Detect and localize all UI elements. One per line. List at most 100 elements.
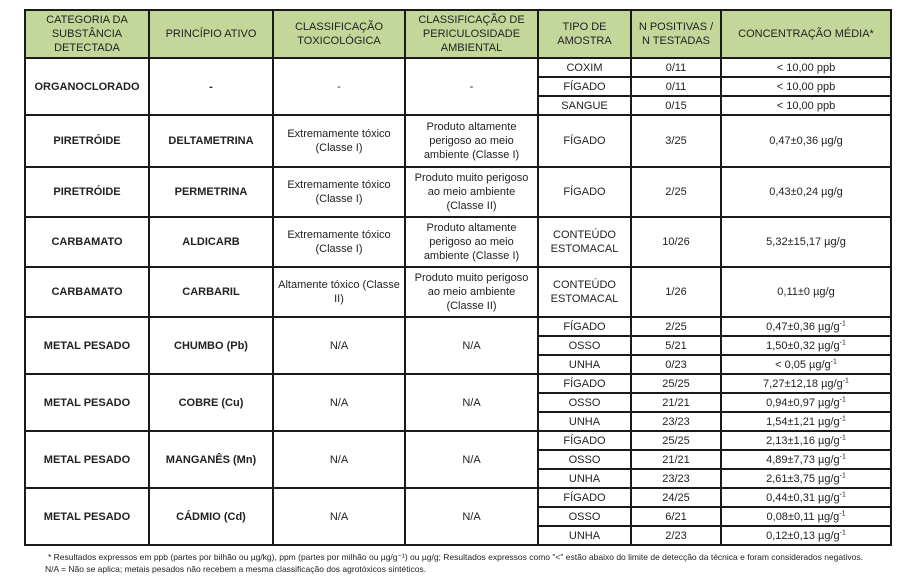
positives-cell: 3/25 — [630, 114, 722, 168]
table-row: PIRETRÓIDE DELTAMETRINA Extremamente tóxic… — [24, 114, 892, 168]
toxicological-class-cell: - — [272, 57, 406, 116]
concentration-cell: 0,12±0,13 µg/g-1 — [720, 525, 892, 546]
environmental-class-cell: - — [404, 57, 539, 116]
toxicological-class-cell: Extremamente tóxico (Classe I) — [272, 114, 406, 168]
table-row: METAL PESADO MANGANÊS (Mn) N/A N/A FÍGADO 25/… — [24, 430, 892, 489]
concentration-cell: 7,27±12,18 µg/g-1 — [720, 373, 892, 394]
unit-exponent: -1 — [839, 452, 846, 460]
table-row: OSSO 21/21 4,89±7,73 µg/g-1 — [25, 449, 892, 470]
sample-type-cell: FÍGADO — [537, 316, 632, 337]
active-ingredient-cell: CÁDMIO (Cd) — [148, 487, 274, 546]
category-cell: CARBAMATO — [24, 266, 150, 318]
concentration-value: < 10,00 ppb — [776, 99, 836, 112]
header-row: CATEGORIA DA SUBSTÂNCIA DETECTADA PRINCÍP… — [24, 9, 892, 59]
concentration-value: 1,50±0,32 µg/g — [766, 339, 840, 352]
unit-exponent: -1 — [839, 471, 846, 479]
table-row: PIRETRÓIDE PERMETRINA Extremamente tóxico … — [24, 166, 892, 218]
toxicological-class-cell: N/A — [272, 487, 406, 546]
concentration-value: < 0,05 µg/g — [775, 358, 831, 371]
sample-type-cell: FÍGADO — [537, 114, 632, 168]
category-cell: ORGANOCLORADO — [24, 57, 150, 116]
positives-cell: 0/15 — [630, 95, 722, 116]
category-cell: METAL PESADO — [24, 430, 150, 489]
positives-cell: 2/25 — [630, 166, 722, 218]
sample-type-cell: SANGUE — [537, 95, 632, 116]
concentration-value: < 10,00 ppb — [776, 80, 836, 93]
environmental-class-cell: Produto muito perigoso ao meio ambiente … — [404, 266, 539, 318]
active-ingredient-cell: MANGANÊS (Mn) — [148, 430, 274, 489]
sample-type-cell: UNHA — [537, 468, 632, 489]
column-header: N POSITIVAS / N TESTADAS — [630, 9, 722, 59]
unit-exponent: -1 — [839, 509, 846, 517]
footnotes: * Resultados expressos em ppb (partes po… — [45, 551, 863, 575]
active-ingredient-cell: COBRE (Cu) — [148, 373, 274, 432]
concentration-cell: 2,13±1,16 µg/g-1 — [720, 430, 892, 451]
positives-cell: 2/25 — [630, 316, 722, 337]
table-row: UNHA 2/23 0,12±0,13 µg/g-1 — [25, 525, 892, 546]
toxicological-class-cell: N/A — [272, 316, 406, 375]
toxicological-class-cell: Altamente tóxico (Classe II) — [272, 266, 406, 318]
table-row: SANGUE 0/15 < 10,00 ppb — [25, 95, 892, 116]
sample-type-cell: OSSO — [537, 392, 632, 413]
positives-cell: 25/25 — [630, 373, 722, 394]
concentration-value: < 10,00 ppb — [776, 61, 836, 74]
sample-type-cell: FÍGADO — [537, 430, 632, 451]
concentration-value: 0,44±0,31 µg/g — [766, 491, 840, 504]
category-cell: PIRETRÓIDE — [24, 166, 150, 218]
table-row: OSSO 6/21 0,08±0,11 µg/g-1 — [25, 506, 892, 527]
concentration-cell: 0,44±0,31 µg/g-1 — [720, 487, 892, 508]
category-cell: METAL PESADO — [24, 487, 150, 546]
toxicological-class-cell: N/A — [272, 373, 406, 432]
concentration-cell: 0,11±0 µg/g — [720, 266, 892, 318]
concentration-cell: 0,43±0,24 µg/g — [720, 166, 892, 218]
category-cell: PIRETRÓIDE — [24, 114, 150, 168]
concentration-value: 4,89±7,73 µg/g — [766, 453, 840, 466]
concentration-cell: < 10,00 ppb — [720, 76, 892, 97]
results-table: CATEGORIA DA SUBSTÂNCIA DETECTADA PRINCÍP… — [24, 9, 892, 546]
unit-exponent: -1 — [839, 528, 846, 536]
table-row: CARBAMATO CARBARIL Altamente tóxico (Class… — [24, 266, 892, 318]
unit-exponent: -1 — [830, 357, 837, 365]
positives-cell: 0/11 — [630, 76, 722, 97]
sample-type-cell: OSSO — [537, 335, 632, 356]
concentration-cell: 1,54±1,21 µg/g-1 — [720, 411, 892, 432]
concentration-cell: 1,50±0,32 µg/g-1 — [720, 335, 892, 356]
sample-type-cell: OSSO — [537, 506, 632, 527]
concentration-value: 0,47±0,36 µg/g — [766, 320, 840, 333]
environmental-class-cell: N/A — [404, 430, 539, 489]
environmental-class-cell: N/A — [404, 316, 539, 375]
sample-type-cell: CONTEÚDO ESTOMACAL — [537, 216, 632, 268]
footnote-2: N/A = Não se aplica; metais pesados não … — [45, 564, 427, 574]
concentration-cell: 0,08±0,11 µg/g-1 — [720, 506, 892, 527]
positives-cell: 5/21 — [630, 335, 722, 356]
positives-cell: 23/23 — [630, 468, 722, 489]
active-ingredient-cell: PERMETRINA — [148, 166, 274, 218]
positives-cell: 25/25 — [630, 430, 722, 451]
concentration-cell: < 10,00 ppb — [720, 95, 892, 116]
sample-type-cell: CONTEÚDO ESTOMACAL — [537, 266, 632, 318]
concentration-cell: < 10,00 ppb — [720, 57, 892, 78]
concentration-value: 0,08±0,11 µg/g — [766, 510, 840, 523]
toxicological-class-cell: Extremamente tóxico (Classe I) — [272, 216, 406, 268]
positives-cell: 24/25 — [630, 487, 722, 508]
concentration-cell: 0,94±0,97 µg/g-1 — [720, 392, 892, 413]
sample-type-cell: FÍGADO — [537, 487, 632, 508]
positives-cell: 1/26 — [630, 266, 722, 318]
column-header: CLASSIFICAÇÃO TOXICOLÓGICA — [272, 9, 406, 59]
concentration-value: 0,94±0,97 µg/g — [766, 396, 840, 409]
table-row: OSSO 5/21 1,50±0,32 µg/g-1 — [25, 335, 892, 356]
category-cell: METAL PESADO — [24, 316, 150, 375]
table-row: METAL PESADO CÁDMIO (Cd) N/A N/A FÍGADO 24/25… — [24, 487, 892, 546]
concentration-cell: 2,61±3,75 µg/g-1 — [720, 468, 892, 489]
sample-type-cell: FÍGADO — [537, 166, 632, 218]
active-ingredient-cell: ALDICARB — [148, 216, 274, 268]
table-row: ORGANOCLORADO - - - COXIM 0/11 < 10,00 ppb — [24, 57, 892, 116]
concentration-cell: 0,47±0,36 µg/g-1 — [720, 316, 892, 337]
concentration-value: 2,13±1,16 µg/g — [766, 434, 840, 447]
concentration-value: 1,54±1,21 µg/g — [766, 415, 840, 428]
active-ingredient-cell: DELTAMETRINA — [148, 114, 274, 168]
environmental-class-cell: N/A — [404, 487, 539, 546]
column-header: PRINCÍPIO ATIVO — [148, 9, 274, 59]
sample-type-cell: COXIM — [537, 57, 632, 78]
positives-cell: 21/21 — [630, 392, 722, 413]
